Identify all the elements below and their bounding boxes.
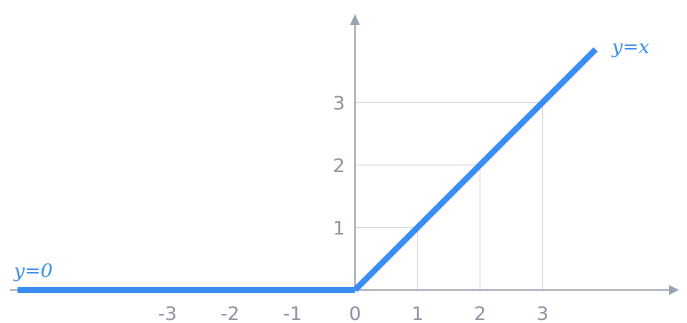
y-tick-label: 1 [333, 218, 345, 240]
series-labels: y=0 y=x [13, 36, 650, 282]
series-lines [17, 47, 598, 293]
x-tick-label: 3 [536, 303, 548, 323]
x-tick-label: -2 [221, 303, 240, 323]
y-axis-arrow-icon [350, 14, 360, 25]
x-tick-label: 0 [349, 303, 361, 323]
x-axis-arrow-icon [669, 285, 679, 295]
tick-labels: -3 -2 -1 0 1 2 3 1 2 3 [158, 93, 549, 323]
series-label-yx: y=x [611, 36, 650, 58]
series-line-1 [352, 47, 598, 293]
x-tick-label: -3 [158, 303, 177, 323]
x-tick-label: -1 [283, 303, 302, 323]
y-tick-label: 3 [333, 93, 345, 115]
x-tick-label: 2 [474, 303, 486, 323]
x-tick-label: 1 [411, 303, 423, 323]
series-label-y0: y=0 [13, 260, 53, 282]
y-tick-label: 2 [333, 155, 345, 177]
guide-lines [355, 102, 543, 290]
